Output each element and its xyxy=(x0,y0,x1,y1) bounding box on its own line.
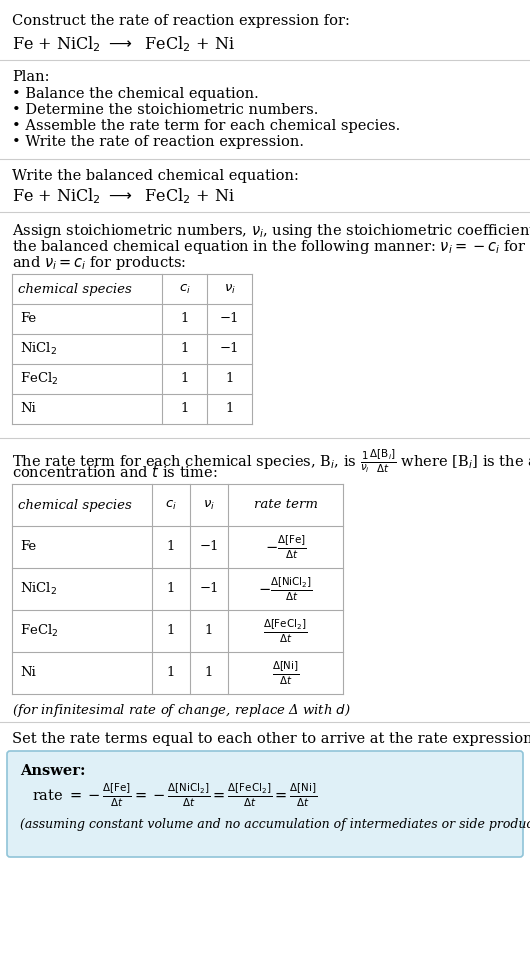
Text: −1: −1 xyxy=(220,312,239,326)
Text: Ni: Ni xyxy=(20,667,36,679)
Text: FeCl$_2$: FeCl$_2$ xyxy=(20,623,58,639)
Text: chemical species: chemical species xyxy=(18,282,132,296)
Text: $\nu_i$: $\nu_i$ xyxy=(203,499,215,511)
Text: The rate term for each chemical species, B$_i$, is $\frac{1}{\nu_i}\frac{\Delta[: The rate term for each chemical species,… xyxy=(12,448,530,475)
Text: Fe: Fe xyxy=(20,312,36,326)
Text: $-\frac{\Delta[\mathrm{Fe}]}{\Delta t}$: $-\frac{\Delta[\mathrm{Fe}]}{\Delta t}$ xyxy=(265,533,306,561)
Text: NiCl$_2$: NiCl$_2$ xyxy=(20,581,57,597)
Text: −1: −1 xyxy=(220,343,239,355)
Text: $\frac{\Delta[\mathrm{Ni}]}{\Delta t}$: $\frac{\Delta[\mathrm{Ni}]}{\Delta t}$ xyxy=(272,659,299,687)
Text: FeCl$_2$: FeCl$_2$ xyxy=(20,371,58,387)
Text: • Determine the stoichiometric numbers.: • Determine the stoichiometric numbers. xyxy=(12,103,319,117)
Text: 1: 1 xyxy=(167,583,175,595)
Text: (assuming constant volume and no accumulation of intermediates or side products): (assuming constant volume and no accumul… xyxy=(20,818,530,831)
Text: Answer:: Answer: xyxy=(20,764,85,778)
Text: 1: 1 xyxy=(180,312,189,326)
Text: $-\frac{\Delta[\mathrm{NiCl_2}]}{\Delta t}$: $-\frac{\Delta[\mathrm{NiCl_2}]}{\Delta … xyxy=(258,575,313,603)
Text: 1: 1 xyxy=(225,402,234,416)
Text: Fe + NiCl$_2$ $\longrightarrow$  FeCl$_2$ + Ni: Fe + NiCl$_2$ $\longrightarrow$ FeCl$_2$… xyxy=(12,186,235,206)
Text: • Write the rate of reaction expression.: • Write the rate of reaction expression. xyxy=(12,135,304,149)
Text: 1: 1 xyxy=(180,373,189,386)
Text: chemical species: chemical species xyxy=(18,499,132,511)
Text: Construct the rate of reaction expression for:: Construct the rate of reaction expressio… xyxy=(12,14,350,28)
Text: Fe + NiCl$_2$ $\longrightarrow$  FeCl$_2$ + Ni: Fe + NiCl$_2$ $\longrightarrow$ FeCl$_2$… xyxy=(12,34,235,54)
Text: 1: 1 xyxy=(205,667,213,679)
Text: Ni: Ni xyxy=(20,402,36,416)
Text: rate term: rate term xyxy=(253,499,317,511)
Text: the balanced chemical equation in the following manner: $\nu_i = -c_i$ for react: the balanced chemical equation in the fo… xyxy=(12,238,530,256)
Text: 1: 1 xyxy=(167,667,175,679)
Text: concentration and $t$ is time:: concentration and $t$ is time: xyxy=(12,464,217,480)
Text: (for infinitesimal rate of change, replace Δ with $d$): (for infinitesimal rate of change, repla… xyxy=(12,702,351,719)
Text: $c_i$: $c_i$ xyxy=(165,499,177,511)
Text: 1: 1 xyxy=(205,625,213,637)
Text: • Balance the chemical equation.: • Balance the chemical equation. xyxy=(12,87,259,101)
Text: • Assemble the rate term for each chemical species.: • Assemble the rate term for each chemic… xyxy=(12,119,400,133)
Text: rate $= -\frac{\Delta[\mathrm{Fe}]}{\Delta t} = -\frac{\Delta[\mathrm{NiCl_2}]}{: rate $= -\frac{\Delta[\mathrm{Fe}]}{\Del… xyxy=(32,782,317,809)
Text: and $\nu_i = c_i$ for products:: and $\nu_i = c_i$ for products: xyxy=(12,254,187,272)
Text: $\frac{\Delta[\mathrm{FeCl_2}]}{\Delta t}$: $\frac{\Delta[\mathrm{FeCl_2}]}{\Delta t… xyxy=(263,617,307,645)
Text: Fe: Fe xyxy=(20,541,36,553)
Text: Write the balanced chemical equation:: Write the balanced chemical equation: xyxy=(12,169,299,183)
Text: 1: 1 xyxy=(180,402,189,416)
Text: Assign stoichiometric numbers, $\nu_i$, using the stoichiometric coefficients, $: Assign stoichiometric numbers, $\nu_i$, … xyxy=(12,222,530,240)
FancyBboxPatch shape xyxy=(7,751,523,857)
Text: −1: −1 xyxy=(199,583,219,595)
Text: NiCl$_2$: NiCl$_2$ xyxy=(20,341,57,357)
Text: 1: 1 xyxy=(180,343,189,355)
Text: 1: 1 xyxy=(167,541,175,553)
Text: −1: −1 xyxy=(199,541,219,553)
Text: Plan:: Plan: xyxy=(12,70,49,84)
Text: 1: 1 xyxy=(225,373,234,386)
Text: $c_i$: $c_i$ xyxy=(179,282,190,296)
Text: $\nu_i$: $\nu_i$ xyxy=(224,282,235,296)
Text: 1: 1 xyxy=(167,625,175,637)
Text: Set the rate terms equal to each other to arrive at the rate expression:: Set the rate terms equal to each other t… xyxy=(12,732,530,746)
